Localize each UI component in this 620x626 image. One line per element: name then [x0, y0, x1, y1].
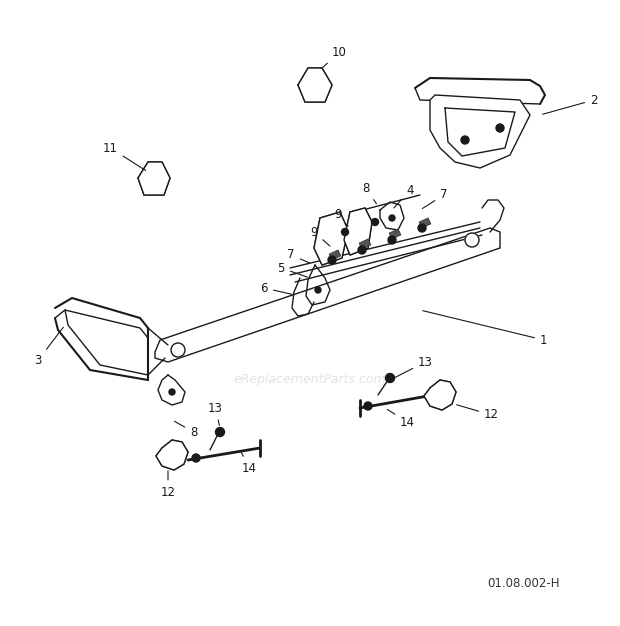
Circle shape	[418, 224, 426, 232]
Polygon shape	[344, 208, 372, 255]
Text: 5: 5	[278, 262, 308, 277]
Text: 13: 13	[392, 356, 433, 379]
Polygon shape	[298, 68, 332, 102]
Text: 2: 2	[542, 93, 598, 115]
Polygon shape	[329, 250, 341, 260]
Polygon shape	[389, 229, 401, 239]
Polygon shape	[359, 239, 371, 249]
Polygon shape	[155, 228, 500, 362]
Text: 7: 7	[288, 249, 309, 263]
Polygon shape	[314, 212, 348, 265]
Circle shape	[389, 215, 395, 221]
Text: 13: 13	[208, 401, 223, 425]
Polygon shape	[156, 440, 188, 470]
Text: eReplacementParts.com: eReplacementParts.com	[234, 374, 386, 386]
Circle shape	[364, 402, 372, 410]
Text: 7: 7	[422, 188, 448, 208]
Text: 1: 1	[423, 310, 547, 347]
Circle shape	[342, 228, 348, 235]
Text: 9: 9	[311, 225, 330, 246]
Circle shape	[169, 389, 175, 395]
Circle shape	[465, 233, 479, 247]
Polygon shape	[419, 218, 431, 228]
Circle shape	[216, 428, 224, 436]
Polygon shape	[138, 162, 170, 195]
Circle shape	[496, 124, 504, 132]
Text: 01.08.002-H: 01.08.002-H	[487, 577, 560, 590]
Text: 11: 11	[103, 141, 146, 170]
Text: 3: 3	[35, 327, 63, 366]
Text: 14: 14	[241, 453, 257, 475]
Polygon shape	[430, 95, 530, 168]
Circle shape	[461, 136, 469, 144]
Circle shape	[171, 343, 185, 357]
Text: 10: 10	[322, 46, 347, 68]
Circle shape	[328, 256, 336, 264]
Circle shape	[386, 374, 394, 382]
Text: 6: 6	[260, 282, 292, 294]
Circle shape	[358, 246, 366, 254]
Circle shape	[192, 454, 200, 462]
Polygon shape	[424, 380, 456, 410]
Text: 12: 12	[161, 471, 175, 498]
Text: 8: 8	[174, 421, 197, 438]
Text: 8: 8	[362, 182, 376, 203]
Circle shape	[315, 287, 321, 293]
Text: 12: 12	[457, 405, 499, 421]
Text: 9: 9	[335, 208, 348, 226]
Text: 14: 14	[388, 409, 415, 429]
Text: 4: 4	[394, 183, 414, 208]
Circle shape	[371, 218, 378, 225]
Circle shape	[388, 236, 396, 244]
